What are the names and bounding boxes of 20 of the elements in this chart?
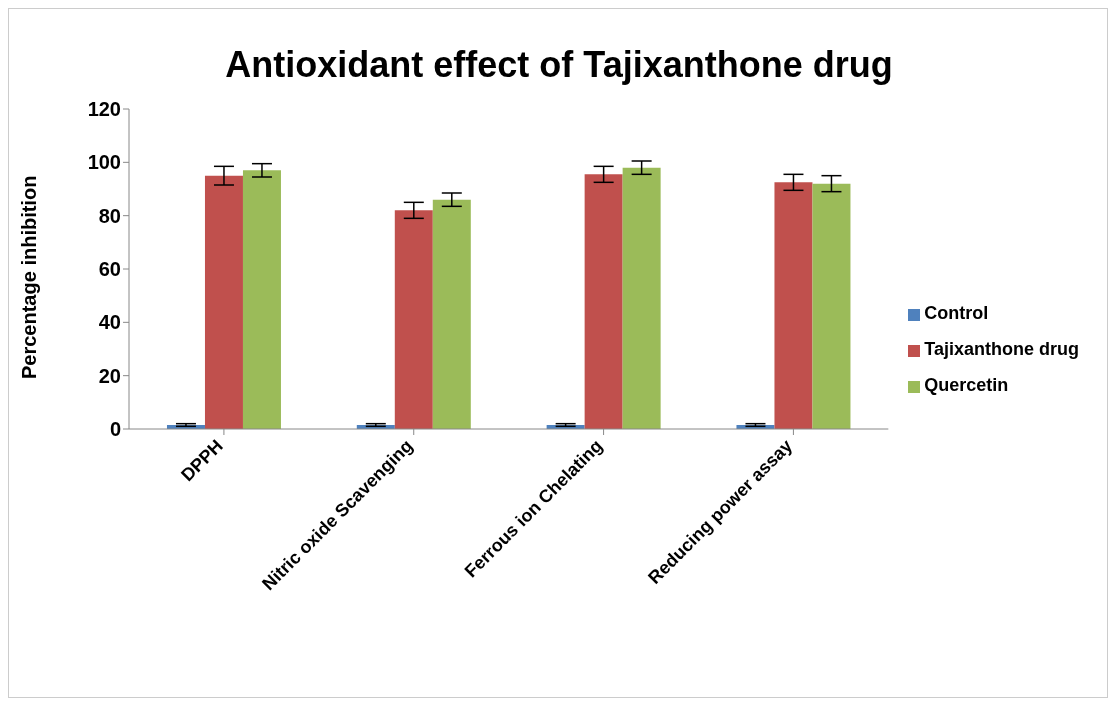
- y-axis-title: Percentage inhibition: [18, 175, 41, 379]
- bar: [432, 199, 471, 429]
- bar: [204, 175, 243, 429]
- y-tick-label: 0: [109, 418, 121, 441]
- bar: [584, 174, 623, 429]
- bar: [394, 210, 433, 429]
- y-tick-label: 20: [98, 364, 121, 387]
- legend-label: Control: [924, 303, 989, 323]
- y-tick-label: 120: [87, 98, 121, 121]
- y-tick-label: 80: [98, 204, 121, 227]
- chart-title: Antioxidant effect of Tajixanthone drug: [224, 44, 894, 86]
- bar: [812, 183, 851, 429]
- legend-label: Quercetin: [924, 375, 1009, 395]
- legend-label: Tajixanthone drug: [924, 339, 1079, 359]
- bar: [242, 170, 281, 429]
- bar: [622, 167, 661, 429]
- y-tick-label: 60: [98, 258, 121, 281]
- y-tick-label: 40: [98, 311, 121, 334]
- y-tick-label: 100: [87, 151, 121, 174]
- bar: [774, 182, 813, 429]
